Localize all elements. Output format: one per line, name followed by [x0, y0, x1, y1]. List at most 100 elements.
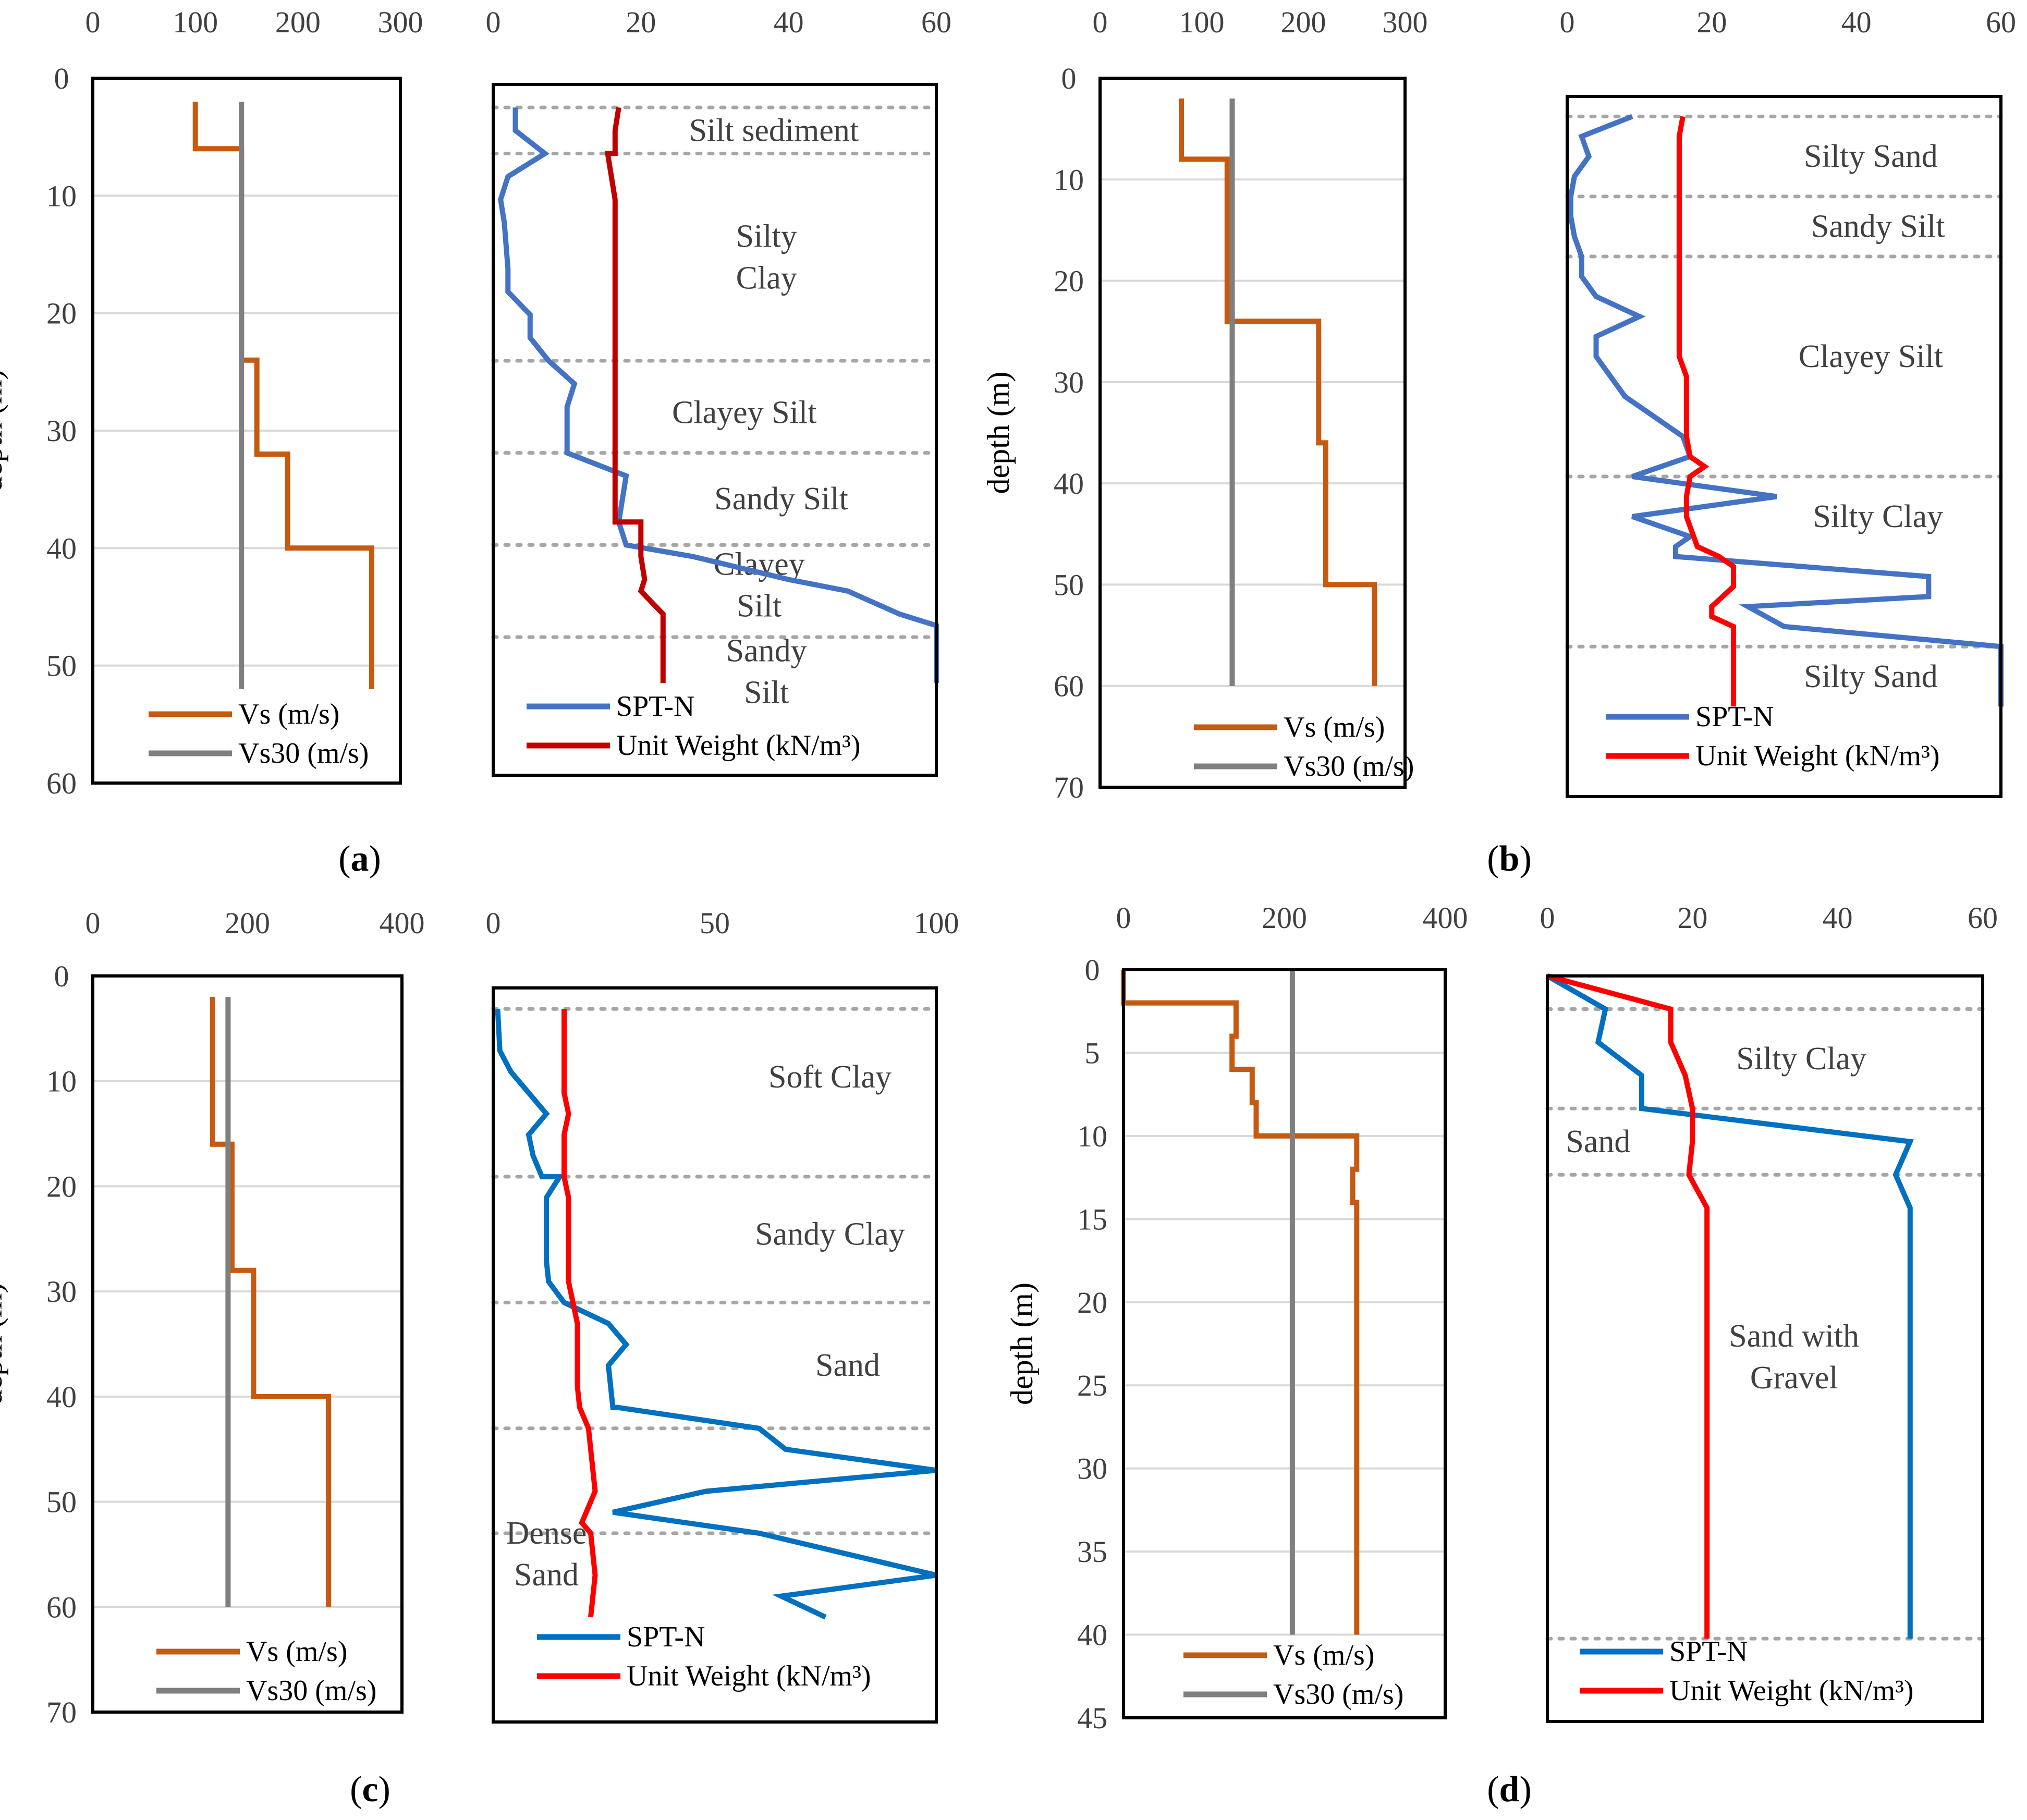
y-tick-label: 40	[1054, 467, 1084, 500]
plot-frame	[1546, 974, 1984, 1723]
y-tick-label: 0	[1085, 953, 1100, 987]
legend-label: Vs30 (m/s)	[246, 1675, 376, 1707]
layer-label: Soft Clay	[768, 1059, 892, 1095]
x-tick-label: 50	[700, 906, 730, 940]
x-tick-label: 300	[378, 5, 423, 39]
y-tick-label: 5	[1085, 1036, 1100, 1070]
legend-label: Vs (m/s)	[1273, 1639, 1374, 1671]
legend-label: SPT-N	[1695, 701, 1774, 733]
series-line	[604, 107, 666, 683]
y-tick-label: 40	[46, 1380, 77, 1414]
layer-label: Clayey Silt	[672, 395, 816, 430]
y-tick-label: 60	[1054, 669, 1084, 703]
panel-d-vs: 0 5 10 15 20 25 30 35 40 45 depth (m) 0 200 400 Vs (m/…	[1005, 901, 1532, 1810]
x-tick-label: 200	[225, 906, 270, 940]
panel-caption: (d)	[1487, 1769, 1532, 1810]
plot-frame	[91, 77, 402, 785]
layer-label: Silty Sand	[1804, 139, 1938, 174]
x-tick-label: 100	[1179, 5, 1225, 39]
y-tick-label: 10	[46, 1065, 77, 1098]
x-tick-label: 20	[626, 5, 656, 39]
y-tick-label: 20	[1054, 264, 1084, 298]
x-tick-label: 40	[1823, 901, 1853, 935]
legend-label: SPT-N	[1669, 1635, 1748, 1668]
x-tick-label: 200	[275, 5, 321, 39]
layer-label: Gravel	[1750, 1360, 1838, 1396]
y-tick-label: 0	[54, 62, 69, 95]
legend-label: Vs (m/s)	[246, 1635, 347, 1668]
y-axis-title: depth (m)	[1005, 1282, 1039, 1405]
y-tick-label: 70	[46, 1695, 77, 1729]
layer-label: Silty Clay	[1813, 499, 1943, 534]
y-axis-title: depth (m)	[0, 370, 8, 492]
legend-label: Vs30 (m/s)	[1273, 1678, 1403, 1711]
layer-label: Silty Clay	[1736, 1041, 1866, 1077]
legend-label: Vs30 (m/s)	[1284, 750, 1414, 783]
y-tick-label: 10	[46, 179, 77, 213]
x-tick-label: 0	[1560, 5, 1575, 39]
x-tick-label: 400	[1423, 901, 1468, 935]
series-line	[1121, 970, 1360, 1635]
panel-b-spt: 0 20 40 60 Silty Sand Sandy Silt Clayey Silt Si…	[1560, 5, 2016, 798]
x-tick-label: 20	[1696, 5, 1727, 39]
series-line	[495, 1008, 937, 1620]
y-tick-label: 0	[1061, 62, 1077, 95]
y-tick-label: 30	[1077, 1452, 1107, 1486]
panel-caption: (c)	[350, 1769, 390, 1810]
series-line	[1676, 116, 1736, 707]
series-line	[498, 107, 939, 683]
x-tick-label: 0	[86, 906, 101, 940]
legend-label: Vs (m/s)	[1284, 711, 1385, 743]
panel-c-spt: 0 50 100 Soft Clay Sandy Clay Sand Dense Sand SP…	[486, 906, 959, 1724]
legend-label: Vs30 (m/s)	[238, 737, 369, 769]
panel-caption: (a)	[338, 839, 381, 879]
layer-label: Silty	[736, 218, 797, 254]
y-tick-label: 20	[46, 1169, 77, 1203]
y-axis-title: depth (m)	[0, 1283, 8, 1406]
layer-label: Clay	[736, 260, 797, 296]
series-line	[192, 102, 374, 689]
panel-d-spt: 0 20 40 60 Silty Clay Sand Sand with Gravel SPT-…	[1540, 901, 1998, 1723]
layer-label: Dense	[506, 1516, 587, 1551]
x-tick-label: 400	[380, 906, 425, 940]
plot-frame	[91, 974, 404, 1714]
legend-label: SPT-N	[616, 690, 694, 723]
series-line	[210, 997, 332, 1607]
y-tick-label: 10	[1077, 1119, 1107, 1153]
x-tick-label: 60	[1968, 901, 1998, 935]
x-tick-label: 40	[774, 5, 804, 39]
y-tick-label: 0	[54, 959, 69, 993]
plot-frame	[492, 83, 938, 777]
x-tick-label: 40	[1841, 5, 1872, 39]
x-tick-label: 60	[921, 5, 951, 39]
y-tick-label: 30	[46, 414, 77, 448]
legend-label: Unit Weight (kN/m³)	[1669, 1675, 1914, 1707]
x-tick-label: 0	[86, 5, 101, 39]
series-line	[1546, 973, 1710, 1639]
x-tick-label: 100	[914, 906, 959, 940]
y-tick-label: 40	[46, 531, 77, 565]
layer-label: Clayey Silt	[1799, 339, 1943, 374]
legend-label: Unit Weight (kN/m³)	[616, 729, 861, 762]
layer-label: Silt	[744, 675, 789, 710]
x-tick-label: 200	[1262, 901, 1307, 935]
x-tick-label: 0	[486, 906, 501, 940]
layer-label: Sandy Silt	[1811, 209, 1945, 244]
x-tick-label: 300	[1383, 5, 1428, 39]
panel-c-vs: 0 10 20 30 40 50 60 70 depth (m) 0 200 400 Vs (m/s) V…	[0, 906, 425, 1810]
y-tick-label: 35	[1077, 1535, 1107, 1569]
x-tick-label: 20	[1677, 901, 1707, 935]
legend-label: Vs (m/s)	[238, 698, 339, 730]
layer-label: Silt sediment	[689, 113, 859, 148]
y-tick-label: 45	[1077, 1701, 1107, 1735]
x-tick-label: 60	[1986, 5, 2016, 39]
layer-label: Sandy	[726, 633, 807, 668]
y-tick-label: 20	[46, 297, 77, 331]
x-tick-label: 0	[1540, 901, 1555, 935]
legend-label: Unit Weight (kN/m³)	[627, 1660, 871, 1692]
plot-frame	[492, 986, 938, 1724]
series-line	[1546, 973, 1914, 1639]
layer-label: Sand	[1566, 1124, 1630, 1159]
layer-label: Silt	[737, 589, 782, 624]
